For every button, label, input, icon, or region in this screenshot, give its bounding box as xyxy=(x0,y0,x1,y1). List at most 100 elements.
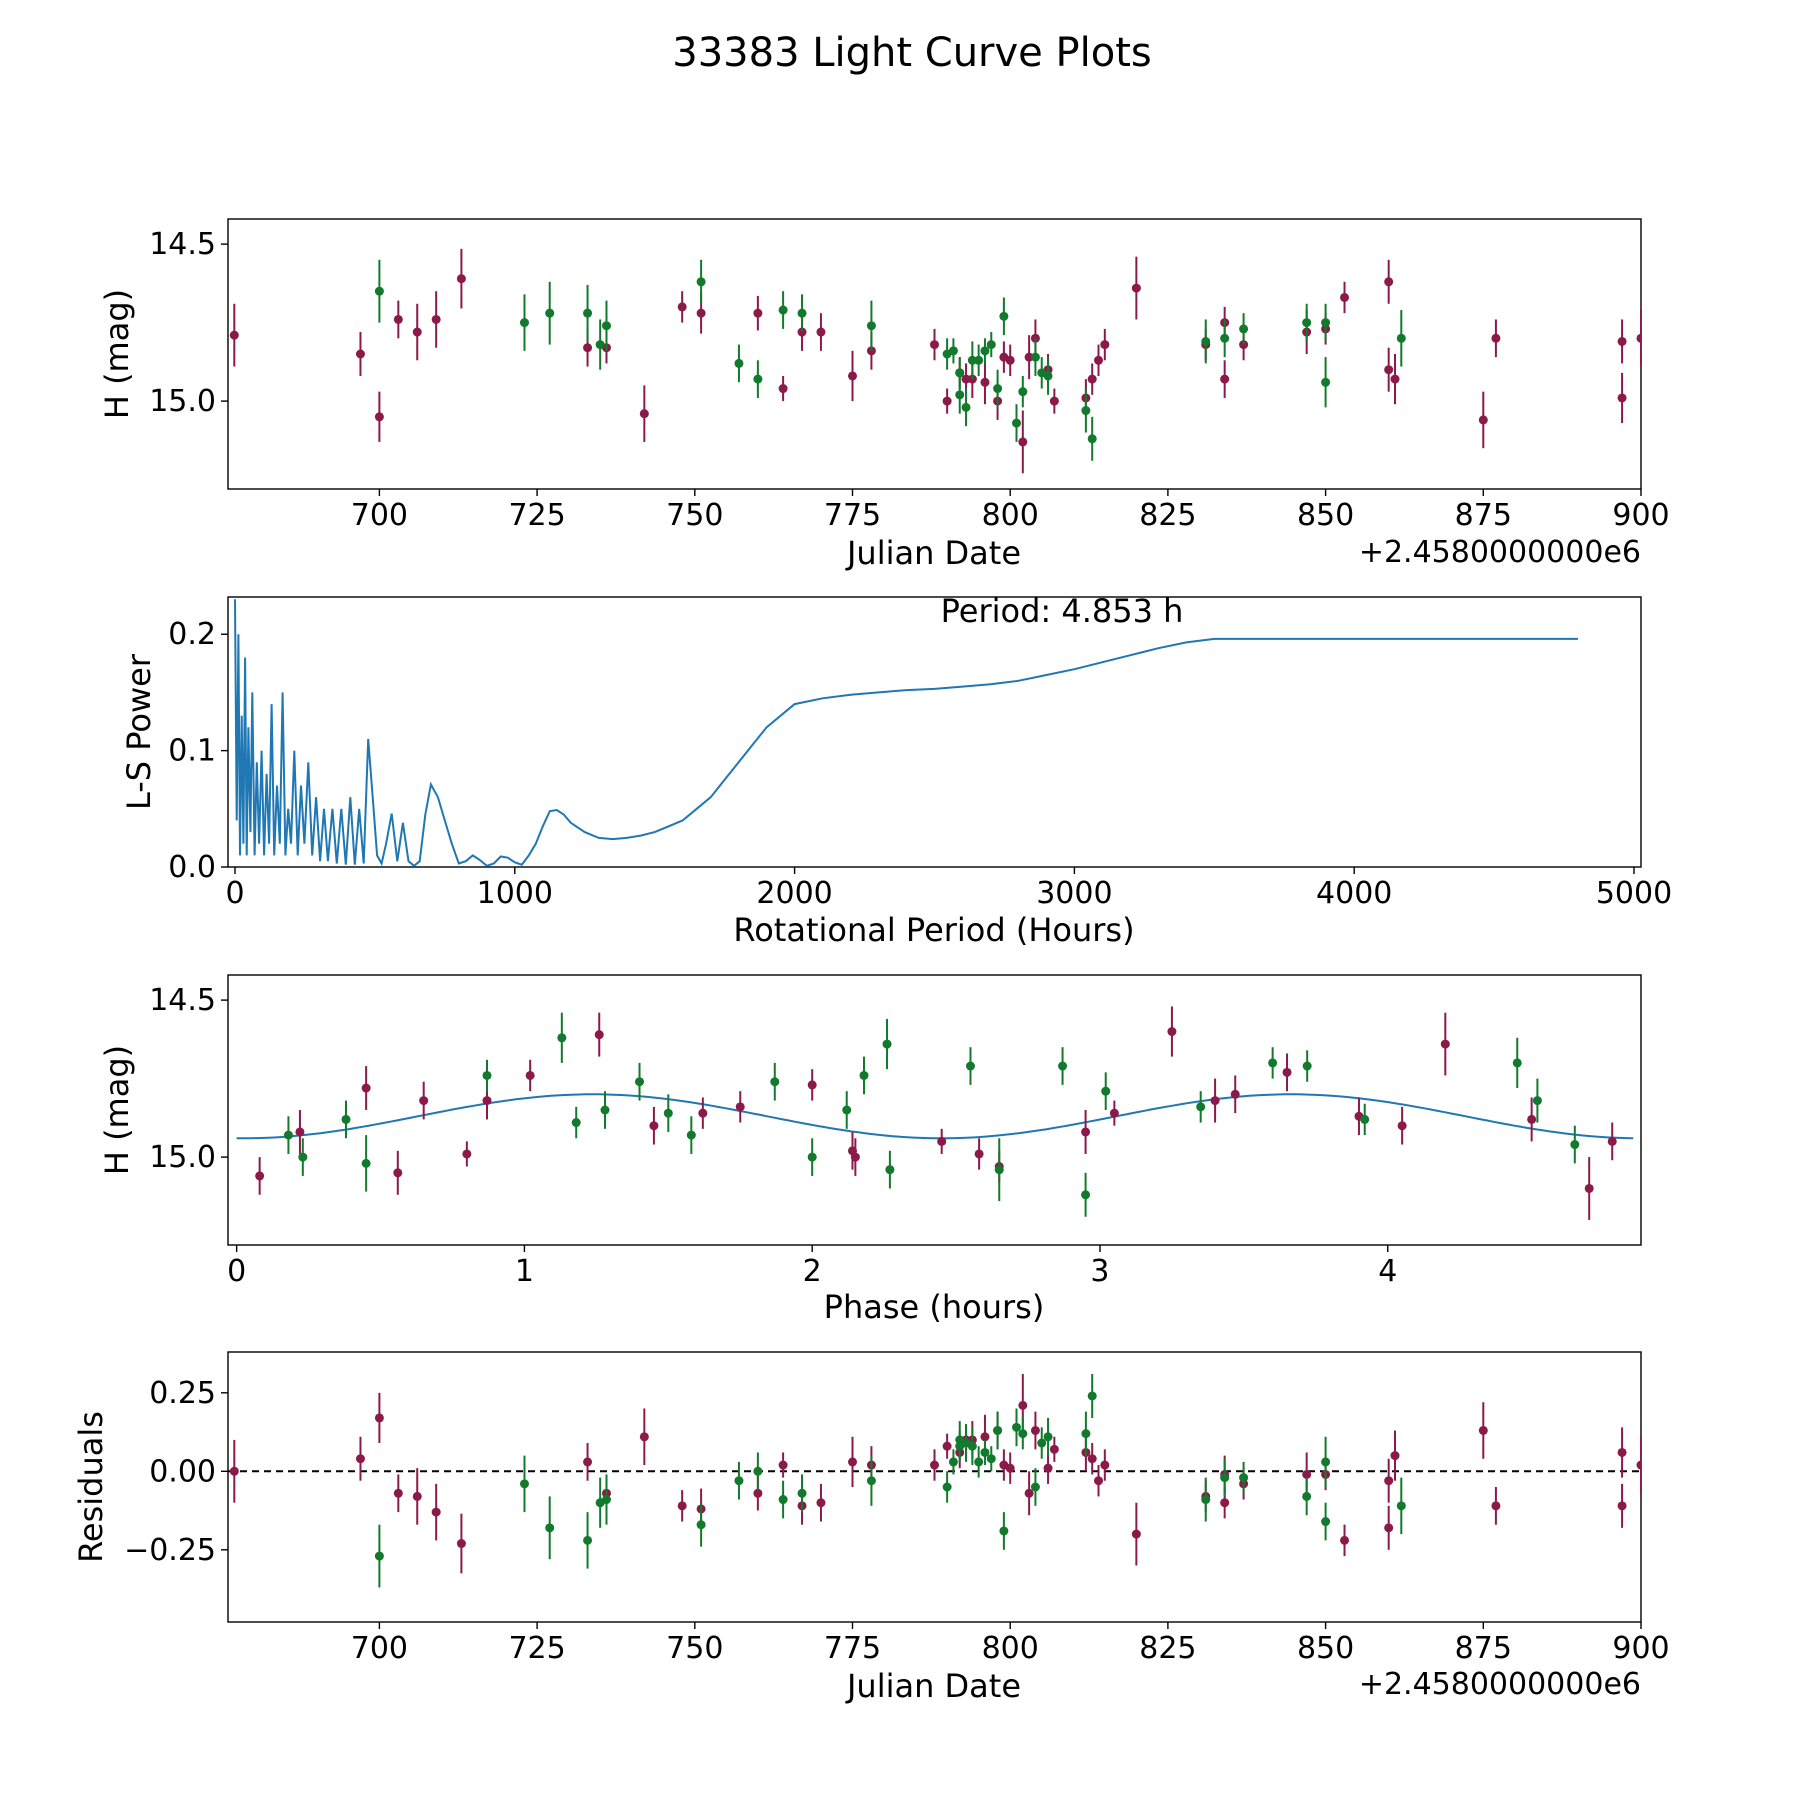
x-tick-label: 0 xyxy=(227,1254,246,1289)
y-axis-label: H (mag) xyxy=(98,289,136,419)
data-point-r xyxy=(1390,374,1400,384)
data-point-g xyxy=(1201,1495,1211,1505)
data-point-g xyxy=(866,1476,876,1486)
data-point-r xyxy=(1491,333,1501,343)
data-point-r xyxy=(1478,415,1488,425)
data-point-r xyxy=(961,374,971,384)
data-point-g xyxy=(993,1425,1003,1435)
data-point-g xyxy=(1058,1061,1068,1071)
data-point-g xyxy=(961,402,971,412)
data-point-r xyxy=(1340,292,1350,302)
data-point-g xyxy=(1396,333,1406,343)
y-tick-label: 0.1 xyxy=(168,734,216,769)
panel-residuals: Julian Date Residuals +2.4580000000e6 70… xyxy=(72,1351,1670,1705)
data-point-r xyxy=(1584,1183,1594,1193)
data-point-g xyxy=(1512,1058,1522,1068)
x-tick-label: 4000 xyxy=(1316,876,1392,911)
data-point-g xyxy=(545,308,555,318)
data-point-g xyxy=(696,277,706,287)
data-point-r xyxy=(698,1108,708,1118)
data-point-r xyxy=(419,1096,429,1106)
data-point-r xyxy=(677,302,687,312)
y-tick-label: 0.2 xyxy=(168,617,216,652)
x-tick-label: 1000 xyxy=(477,876,553,911)
data-point-r xyxy=(374,1413,384,1423)
period-annotation: Period: 4.853 h xyxy=(941,592,1184,630)
data-point-g xyxy=(341,1114,351,1124)
data-point-g xyxy=(1321,1517,1331,1527)
data-point-r xyxy=(1220,374,1230,384)
data-point-g xyxy=(686,1130,696,1140)
data-point-r xyxy=(753,1488,763,1498)
data-point-r xyxy=(1131,283,1141,293)
data-point-r xyxy=(1636,1460,1641,1470)
data-point-r xyxy=(1167,1027,1177,1037)
x-tick-label: 800 xyxy=(982,1631,1039,1666)
data-point-g xyxy=(993,384,1003,394)
x-tick-label: 750 xyxy=(666,498,723,533)
x-tick-label: 850 xyxy=(1297,498,1354,533)
panel-phase-folded: Phase (hours) H (mag) 0 1 2 3 4 15.0 14.5 xyxy=(98,974,1642,1326)
x-tick-label: 850 xyxy=(1297,1631,1354,1666)
data-point-g xyxy=(519,318,529,328)
data-point-g xyxy=(980,1447,990,1457)
data-point-g xyxy=(1220,1473,1230,1483)
data-point-r xyxy=(847,371,857,381)
data-point-r xyxy=(1018,1400,1028,1410)
data-point-g xyxy=(374,286,384,296)
data-point-r xyxy=(816,327,826,337)
x-axis-label: Phase (hours) xyxy=(824,1288,1045,1326)
data-point-r xyxy=(412,327,422,337)
data-point-r xyxy=(374,412,384,422)
data-point-r xyxy=(1617,1501,1627,1511)
data-point-g xyxy=(1087,434,1097,444)
data-point-g xyxy=(1239,324,1249,334)
data-point-r xyxy=(930,340,939,350)
data-point-r xyxy=(1491,1501,1501,1511)
x-tick-label: 775 xyxy=(824,498,881,533)
x-tick-label: 5000 xyxy=(1596,876,1672,911)
data-point-g xyxy=(1081,1429,1091,1439)
data-point-g xyxy=(967,355,977,365)
data-point-r xyxy=(1302,1469,1312,1479)
data-point-r xyxy=(1384,277,1394,287)
x-tick-label: 2000 xyxy=(756,876,832,911)
plot-area xyxy=(234,599,1578,867)
data-point-g xyxy=(1302,318,1312,328)
plot-frame xyxy=(227,974,1642,1246)
data-point-r xyxy=(1384,1523,1394,1533)
data-point-g xyxy=(635,1077,645,1087)
data-point-r xyxy=(594,1030,604,1040)
data-point-r xyxy=(980,1432,990,1442)
x-tick-label: 875 xyxy=(1455,498,1512,533)
data-point-g xyxy=(753,1466,763,1476)
data-point-g xyxy=(1321,1457,1331,1467)
data-point-g xyxy=(1081,1190,1091,1200)
data-point-r xyxy=(677,1501,687,1511)
x-tick-label: 825 xyxy=(1139,498,1196,533)
data-point-g xyxy=(778,1495,788,1505)
data-point-g xyxy=(1220,333,1230,343)
x-tick-label: 750 xyxy=(666,1631,723,1666)
data-point-g xyxy=(999,311,1009,321)
data-point-g xyxy=(1201,336,1211,346)
y-tick-label: 0.00 xyxy=(149,1454,216,1489)
data-point-g xyxy=(778,305,788,315)
plot-area xyxy=(228,1373,1641,1588)
plot-frame xyxy=(227,1351,1642,1623)
data-point-r xyxy=(753,308,763,318)
data-point-r xyxy=(1094,1476,1104,1486)
data-point-r xyxy=(1024,1488,1034,1498)
data-point-g xyxy=(1012,1422,1022,1432)
data-point-r xyxy=(1440,1039,1450,1049)
data-point-g xyxy=(1321,318,1331,328)
data-point-g xyxy=(734,1476,744,1486)
data-point-r xyxy=(1397,1121,1407,1131)
data-point-r xyxy=(1109,1108,1119,1118)
x-axis-label: Julian Date xyxy=(845,534,1021,572)
data-point-r xyxy=(639,1432,649,1442)
data-point-r xyxy=(1005,355,1015,365)
data-point-r xyxy=(1043,1463,1053,1473)
x-tick-label: 775 xyxy=(824,1631,881,1666)
model-fit-curve xyxy=(236,1093,1634,1140)
